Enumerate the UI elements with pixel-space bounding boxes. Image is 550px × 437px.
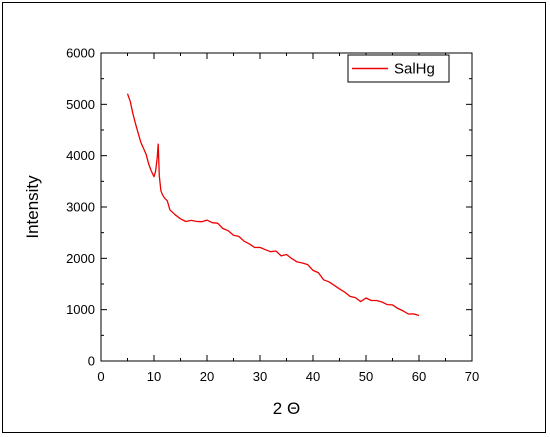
axes: 0 10 20 30 40 50 60 70 0 1000 2000 3000 4000 5000 6000 [66,46,479,385]
x-tick-label: 40 [306,369,320,384]
series-layer [126,93,420,317]
x-axis-label: 2 Θ [273,399,300,418]
y-tick-label: 4000 [66,148,95,163]
x-tick-label: 70 [465,369,479,384]
y-tick-label: 6000 [66,46,95,61]
y-axis-label: Intensity [23,175,42,239]
x-tick-label: 20 [200,369,214,384]
y-tick-label: 1000 [66,302,95,317]
y-tick-label: 3000 [66,200,95,215]
series-line-0 [126,93,420,317]
y-tick-label: 5000 [66,97,95,112]
x-tick-label: 30 [253,369,267,384]
x-tick-label: 10 [147,369,161,384]
legend-label: SalHg [394,61,435,78]
x-tick-label: 50 [359,369,373,384]
y-tick-label: 0 [88,354,95,369]
x-tick-label: 60 [412,369,426,384]
x-tick-label: 0 [97,369,104,384]
legend: SalHg [347,54,450,83]
y-tick-label: 2000 [66,251,95,266]
